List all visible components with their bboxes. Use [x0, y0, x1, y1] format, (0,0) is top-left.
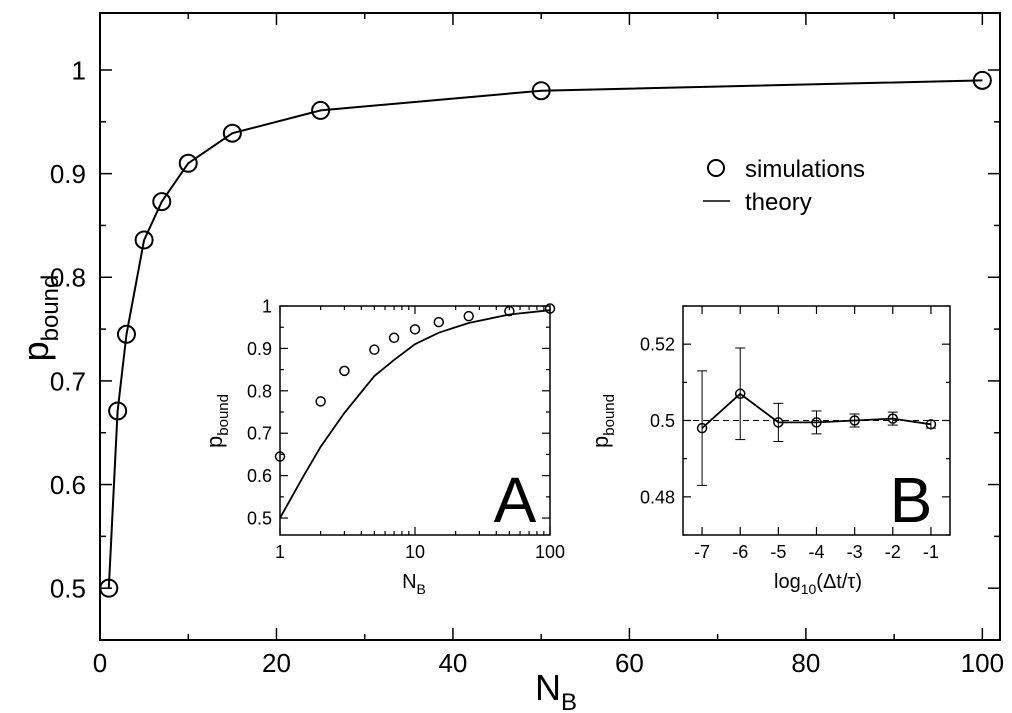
- inset-a: 1 10 100 0.5 0.6 0.7 0.8 0.9 1 A NB pbound: [202, 296, 565, 597]
- inset-a-y-axis-label: pbound: [202, 394, 232, 448]
- inset-a-y-tick-label: 0.9: [247, 339, 272, 359]
- inset-b-y-tick-label: 0.48: [640, 487, 675, 507]
- inset-a-y-tick-label: 0.6: [247, 466, 272, 486]
- main-x-tick-label: 40: [438, 648, 467, 678]
- main-simulation-point: [134, 230, 154, 250]
- inset-b-panel-label: B: [890, 464, 933, 536]
- inset-a-y-tick-label: 1: [262, 296, 272, 316]
- inset-b-x-tick-label: -1: [923, 542, 939, 562]
- main-axis-ticks: 0 20 40 60 80 100 0.5 0.6 0.7 0.8 0.9 1: [50, 13, 1004, 678]
- inset-b-data-point: [734, 388, 746, 400]
- inset-a-axis-ticks: 1 10 100 0.5 0.6 0.7 0.8 0.9 1: [247, 296, 565, 562]
- main-y-tick-label: 0.7: [50, 366, 86, 396]
- inset-a-simulation-point: [409, 324, 421, 335]
- inset-a-simulation-point: [274, 451, 286, 462]
- main-y-tick-label: 0.9: [50, 159, 86, 189]
- main-simulation-point: [116, 324, 136, 344]
- inset-a-series: [274, 303, 556, 519]
- inset-a-simulation-point: [339, 365, 350, 377]
- inset-b-data-point: [887, 413, 899, 424]
- main-simulation-point: [178, 153, 198, 173]
- inset-b-x-tick-label: -3: [847, 542, 863, 562]
- inset-b-x-tick-label: -2: [885, 542, 901, 562]
- inset-b-x-tick-label: -6: [732, 542, 748, 562]
- legend-theory-label: theory: [745, 189, 812, 216]
- main-simulation-point: [972, 70, 992, 90]
- main-plot: 0 20 40 60 80 100 0.5 0.6 0.7 0.8 0.9 1 NB pbound s…: [15, 12, 1004, 713]
- inset-a-simulation-point: [315, 396, 326, 407]
- legend-simulations-marker: [707, 159, 725, 177]
- inset-a-theory-line: [279, 309, 551, 519]
- inset-a-panel-label: A: [494, 464, 537, 536]
- inset-a-x-tick-label: 1: [275, 542, 285, 562]
- inset-a-x-tick-label: 100: [535, 542, 565, 562]
- inset-b-y-axis-label: pbound: [588, 394, 618, 448]
- main-plot-frame: [99, 12, 1001, 641]
- inset-b-data-point: [773, 417, 784, 428]
- main-x-tick-label: 80: [791, 648, 820, 678]
- inset-b-x-tick-label: -4: [808, 542, 824, 562]
- inset-b-x-tick-label: -5: [770, 542, 786, 562]
- inset-a-x-tick-label: 10: [405, 542, 425, 562]
- inset-b: -7 -6 -5 -4 -3 -2 -10.480.50.52 B log10(Δt/τ) …: [588, 305, 951, 597]
- legend: simulations theory: [703, 156, 865, 216]
- main-simulation-point: [152, 192, 172, 212]
- inset-b-data-point: [925, 419, 937, 430]
- main-theory-line: [107, 79, 983, 589]
- main-simulation-point: [222, 123, 242, 143]
- inset-b-data-point: [696, 422, 708, 434]
- main-y-tick-label: 0.8: [50, 263, 86, 293]
- inset-a-simulation-point: [369, 344, 380, 355]
- inset-a-y-tick-label: 0.5: [247, 509, 272, 529]
- main-x-tick-label: 0: [93, 648, 107, 678]
- inset-b-series: [683, 347, 950, 486]
- main-y-tick-label: 0.5: [50, 574, 86, 604]
- inset-b-y-tick-label: 0.52: [640, 335, 675, 355]
- main-simulation-point: [99, 578, 119, 598]
- main-y-tick-label: 1: [72, 55, 86, 85]
- main-x-tick-label: 20: [262, 648, 291, 678]
- inset-b-data-point: [849, 415, 860, 426]
- inset-a-y-tick-label: 0.7: [247, 424, 272, 444]
- inset-b-y-tick-label: 0.5: [650, 411, 675, 431]
- main-simulation-point: [531, 81, 551, 101]
- main-x-axis-label: NB: [535, 667, 577, 713]
- main-series: [99, 70, 992, 598]
- inset-b-x-axis-label: log10(Δt/τ): [774, 571, 862, 597]
- inset-a-x-axis-label: NB: [402, 571, 426, 597]
- inset-a-y-tick-label: 0.8: [247, 381, 272, 401]
- main-simulation-point: [108, 401, 128, 421]
- inset-a-simulation-point: [463, 310, 474, 322]
- main-y-tick-label: 0.6: [50, 470, 86, 500]
- inset-a-simulation-point: [504, 305, 515, 317]
- inset-b-data-point: [811, 417, 822, 428]
- main-x-tick-label: 60: [615, 648, 644, 678]
- inset-a-simulation-point: [544, 303, 556, 314]
- inset-a-simulation-point: [433, 316, 445, 328]
- main-y-axis-label: pbound: [15, 275, 64, 362]
- main-simulation-point: [311, 100, 331, 120]
- inset-b-x-tick-label: -7: [694, 542, 710, 562]
- inset-a-simulation-point: [388, 332, 400, 344]
- main-x-tick-label: 100: [961, 648, 1004, 678]
- legend-simulations-label: simulations: [745, 156, 865, 183]
